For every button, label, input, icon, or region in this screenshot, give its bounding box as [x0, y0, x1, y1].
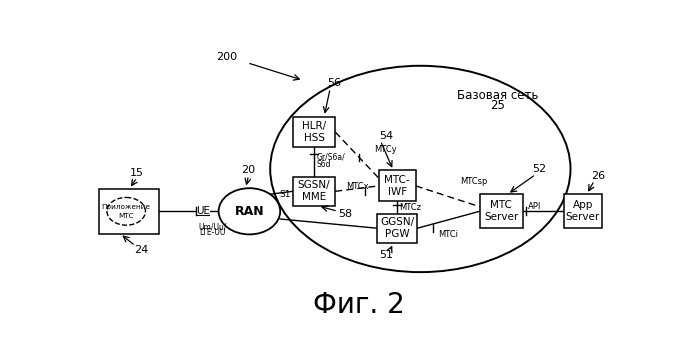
Bar — [480, 194, 523, 228]
Text: MTCi: MTCi — [438, 230, 458, 239]
Text: 58: 58 — [339, 209, 353, 219]
Text: Фиг. 2: Фиг. 2 — [313, 291, 405, 319]
Text: 200: 200 — [216, 52, 237, 62]
Text: 15: 15 — [130, 168, 144, 178]
Text: 20: 20 — [241, 165, 255, 176]
Text: 24: 24 — [134, 245, 148, 255]
Bar — [293, 177, 335, 206]
Ellipse shape — [218, 188, 280, 235]
Text: MTCz: MTCz — [400, 203, 421, 212]
Text: MTCsp: MTCsp — [461, 177, 488, 186]
Text: RAN: RAN — [234, 205, 264, 218]
Text: S1: S1 — [280, 190, 291, 199]
Text: MTC
Server: MTC Server — [484, 201, 518, 222]
Bar — [564, 194, 602, 228]
Text: 56: 56 — [327, 79, 341, 88]
Text: 54: 54 — [379, 131, 393, 141]
Ellipse shape — [107, 197, 146, 225]
Text: S6d: S6d — [316, 160, 331, 169]
Text: 51: 51 — [379, 250, 393, 260]
Text: МТС: МТС — [118, 213, 134, 219]
Text: Um/Uu/: Um/Uu/ — [198, 222, 227, 231]
Text: API: API — [528, 202, 542, 211]
Text: 52: 52 — [532, 164, 546, 174]
Ellipse shape — [270, 66, 570, 272]
Text: MTCx: MTCx — [346, 182, 368, 191]
Text: SGSN/
MME: SGSN/ MME — [298, 181, 330, 202]
Text: Gr/S6a/: Gr/S6a/ — [316, 153, 345, 162]
Bar — [293, 117, 335, 147]
Text: 26: 26 — [592, 171, 606, 181]
Text: HLR/
HSS: HLR/ HSS — [302, 121, 326, 143]
Text: MTC-
IWF: MTC- IWF — [384, 175, 410, 197]
Text: App
Server: App Server — [566, 201, 600, 222]
Text: LTE-UU: LTE-UU — [199, 228, 225, 237]
Text: GGSN/
PGW: GGSN/ PGW — [380, 218, 414, 239]
Text: Приложение: Приложение — [102, 205, 150, 210]
Bar — [99, 189, 160, 233]
Text: MTCy: MTCy — [374, 145, 397, 154]
Bar — [379, 171, 416, 201]
Text: 25: 25 — [490, 98, 505, 111]
Text: Базовая сеть: Базовая сеть — [456, 89, 538, 102]
Text: UE: UE — [196, 206, 210, 216]
Bar — [377, 214, 417, 243]
